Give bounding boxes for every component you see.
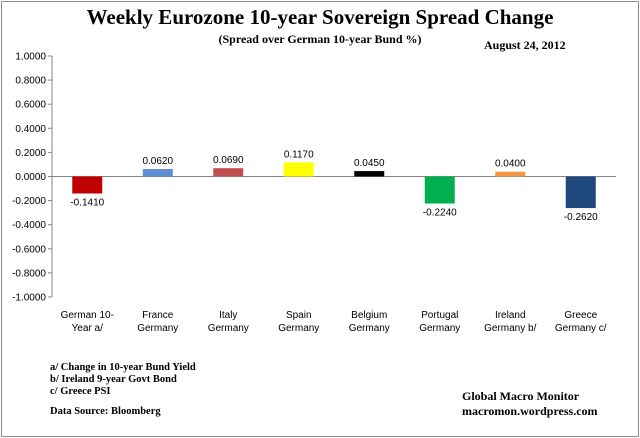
- footnote-c: c/ Greece PSI: [50, 386, 111, 397]
- x-tick-label: Portugal: [421, 310, 458, 321]
- y-tick-label: -0.4000: [12, 220, 46, 231]
- x-tick-label: France: [142, 310, 174, 321]
- bar: [283, 162, 314, 177]
- y-tick-label: -0.6000: [12, 244, 46, 255]
- x-tick-label: Greece: [564, 310, 597, 321]
- data-label: 0.1170: [284, 149, 314, 160]
- bar: [142, 169, 173, 177]
- y-tick-label: -1.0000: [12, 293, 46, 304]
- y-tick-label: 0.4000: [15, 124, 46, 135]
- bar: [213, 168, 244, 177]
- y-tick-label: -0.8000: [12, 268, 46, 279]
- data-label: 0.0450: [354, 158, 385, 169]
- brand-name: Global Macro Monitor: [462, 389, 580, 403]
- y-tick-label: 0.8000: [15, 76, 46, 87]
- y-tick-label: 0.2000: [15, 148, 46, 159]
- x-tick-label: Italy: [219, 310, 237, 321]
- x-tick-label: Germany: [278, 323, 319, 334]
- chart-subtitle: (Spread over German 10-year Bund %): [218, 32, 422, 46]
- x-tick-label: Germany c/: [555, 323, 607, 334]
- chart-date: August 24, 2012: [484, 38, 566, 52]
- bar: [565, 176, 596, 209]
- data-label: 0.0690: [213, 155, 244, 166]
- brand-site: macromon.wordpress.com: [462, 404, 598, 418]
- x-tick-label: Germany: [419, 323, 460, 334]
- footnotes: a/ Change in 10-year Bund Yield b/ Irela…: [50, 362, 196, 398]
- x-tick-label: Ireland: [495, 310, 526, 321]
- footnote-b: b/ Ireland 9-year Govt Bond: [50, 374, 177, 385]
- x-tick-label: Germany: [208, 323, 249, 334]
- x-tick-label: Year a/: [72, 323, 104, 334]
- x-tick-label: German 10-: [61, 310, 114, 321]
- data-source: Data Source: Bloomberg: [50, 406, 161, 417]
- y-tick-label: 1.0000: [15, 52, 46, 63]
- bar: [354, 171, 385, 177]
- chart-title: Weekly Eurozone 10-year Sovereign Spread…: [86, 5, 554, 29]
- x-tick-label: Germany: [137, 323, 178, 334]
- bar: [495, 171, 526, 177]
- data-label: 0.0620: [142, 156, 173, 167]
- bar: [424, 176, 455, 204]
- data-label: -0.2240: [423, 207, 457, 218]
- data-label: 0.0400: [495, 159, 526, 170]
- y-tick-label: 0.6000: [15, 100, 46, 111]
- y-tick-label: 0.0000: [15, 172, 46, 183]
- x-tick-label: Germany b/: [484, 323, 536, 334]
- footnote-a: a/ Change in 10-year Bund Yield: [50, 362, 196, 373]
- data-label: -0.2620: [564, 212, 598, 223]
- x-tick-label: Germany: [349, 323, 390, 334]
- x-tick-label: Belgium: [351, 310, 387, 321]
- data-label: -0.1410: [70, 197, 104, 208]
- y-tick-label: -0.2000: [12, 196, 46, 207]
- bar: [72, 176, 103, 194]
- x-tick-label: Spain: [286, 310, 312, 321]
